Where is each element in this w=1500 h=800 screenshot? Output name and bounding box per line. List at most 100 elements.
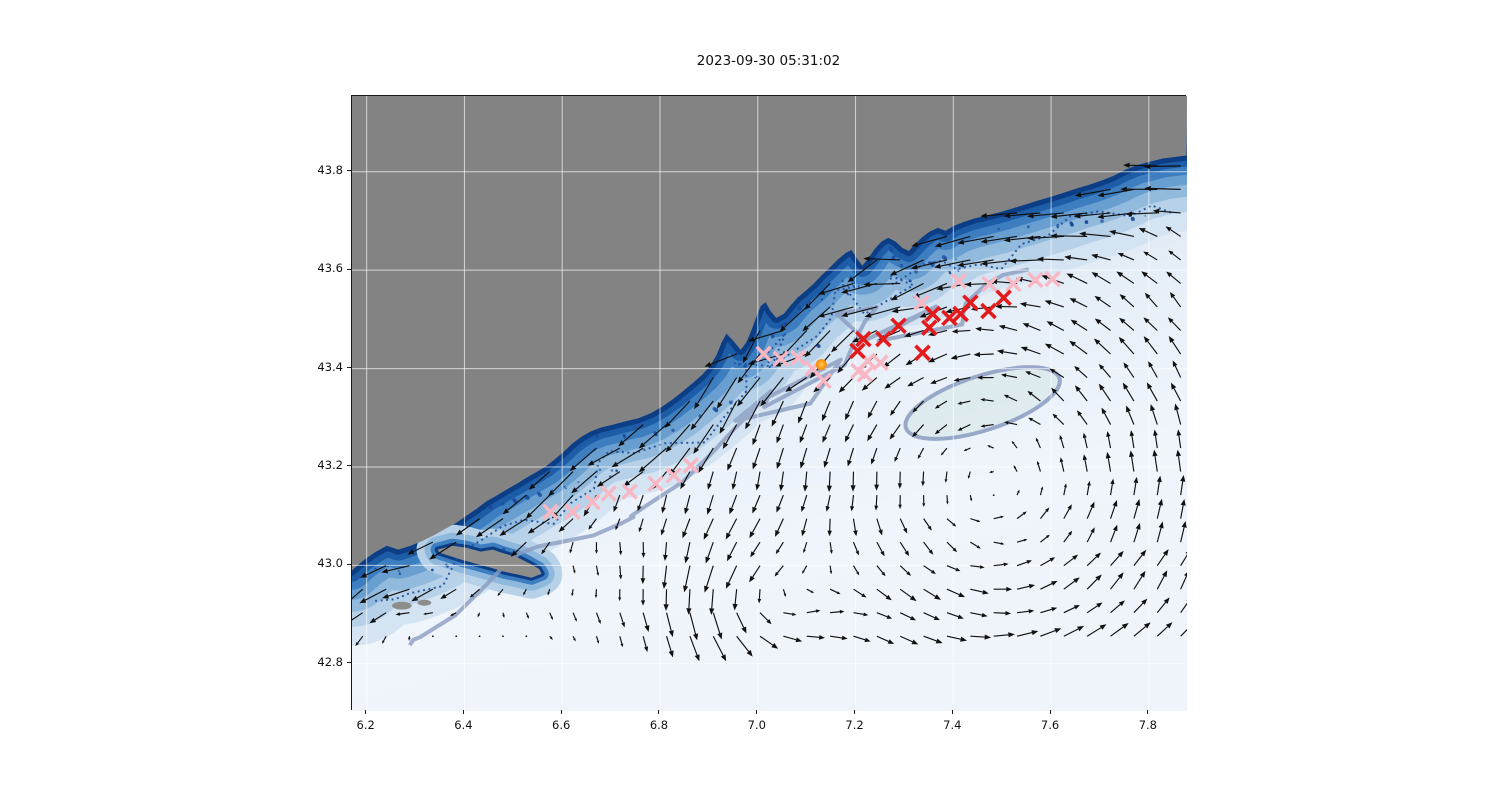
vector-arrowhead [704, 585, 710, 593]
vector-arrowhead [747, 336, 755, 342]
vector-arrow [1144, 230, 1158, 237]
pink-x-markers-point [682, 457, 699, 474]
vector-arrowhead [1105, 451, 1111, 459]
vector-arrowhead [1148, 361, 1154, 368]
vector-arrow [595, 612, 600, 621]
vector-arrowhead [827, 530, 832, 537]
vector-arrowhead [1031, 630, 1039, 636]
vector-arrowhead [749, 575, 755, 583]
vector-arrowhead [684, 507, 690, 515]
vector-arrowhead [799, 436, 805, 443]
vector-arrowhead [996, 349, 1004, 355]
vector-arrow [543, 541, 551, 551]
vector-arrow [915, 424, 925, 434]
vector-arrow [1086, 506, 1093, 519]
vector-arrowhead [917, 454, 922, 460]
vector-arrowhead [861, 384, 869, 391]
vector-arrow [870, 306, 901, 316]
vector-arrow [986, 212, 1018, 217]
vector-arrow [889, 377, 901, 386]
vector-arrowhead [752, 462, 758, 470]
vector-arrow [946, 565, 957, 570]
vector-arrow [1010, 212, 1041, 217]
vector-arrow [562, 518, 574, 529]
vector-arrowhead [1082, 454, 1088, 461]
vector-arrow [1109, 483, 1113, 496]
vector-arrow [711, 589, 714, 609]
vector-arrow [1036, 440, 1041, 449]
vector-arrowhead [881, 571, 886, 577]
vector-arrow [777, 541, 784, 551]
vector-arrow [1040, 583, 1053, 590]
vector-arrowhead [945, 308, 953, 314]
vector-arrowhead [663, 554, 668, 562]
bathymetry-speckle [889, 246, 893, 251]
vector-arrow [1156, 575, 1165, 590]
vector-arrowhead [1023, 538, 1028, 542]
vector-arrowhead [680, 482, 686, 490]
vector-arrow [1123, 297, 1135, 308]
vector-arrow [1110, 577, 1121, 590]
vector-arrowhead [1153, 429, 1158, 436]
vector-arrowhead [1126, 405, 1131, 413]
vector-arrow [1122, 254, 1135, 261]
vector-arrowhead [571, 593, 574, 597]
vector-arrowhead [1051, 607, 1058, 612]
vector-arrowhead [1181, 520, 1187, 528]
vector-arrow [899, 565, 908, 574]
vector-arrowhead [640, 600, 646, 606]
vector-arrow [1086, 485, 1090, 496]
vector-arrow [663, 494, 668, 508]
vector-arrow [1016, 632, 1033, 637]
vector-arrowhead [771, 419, 777, 427]
bathymetry-speckle [488, 505, 493, 509]
vector-arrowhead [878, 529, 883, 536]
vector-arrow [956, 353, 971, 358]
vector-arrow [993, 634, 1009, 637]
vector-arrowhead [984, 634, 992, 640]
vector-arrowhead [904, 332, 912, 338]
bathymetry-speckle [577, 481, 580, 484]
vector-arrowhead [1013, 465, 1017, 469]
vector-arrowhead [1162, 549, 1169, 556]
vector-arrowhead [1135, 522, 1141, 530]
vector-arrow [825, 447, 831, 462]
vector-arrowhead [527, 527, 535, 534]
vector-arrowhead [904, 550, 910, 557]
vector-arrowhead [1175, 449, 1182, 457]
vector-arrow [643, 424, 667, 445]
vector-arrowhead [662, 582, 668, 589]
vector-arrowhead [668, 650, 674, 658]
pink-x-markers-point [772, 350, 789, 367]
vector-arrowhead [455, 529, 463, 536]
vector-arrowhead [864, 312, 872, 318]
vector-arrow [515, 541, 527, 553]
vector-arrow [763, 377, 784, 402]
vector-arrowhead [450, 613, 454, 616]
vector-arrowhead [742, 356, 749, 364]
vector-arrowhead [703, 532, 709, 540]
vector-arrowhead [1129, 450, 1135, 458]
vector-arrowhead [850, 485, 856, 492]
vector-arrowhead [1003, 237, 1011, 243]
vector-arrow [752, 518, 761, 533]
vector-arrowhead [817, 312, 825, 318]
vector-arrowhead [745, 422, 751, 430]
vector-arrow [1054, 391, 1065, 402]
pink-x-markers-point [584, 493, 601, 511]
vector-arrowhead [729, 507, 735, 515]
vector-arrow [847, 306, 878, 316]
vector-arrowhead [1095, 574, 1102, 581]
vector-arrowhead [1138, 227, 1146, 234]
vector-arrowhead [1070, 319, 1078, 326]
vector-arrowhead [1122, 382, 1129, 390]
vector-arrowhead [1168, 250, 1174, 256]
vector-arrow [923, 565, 933, 572]
vector-arrow [1146, 274, 1158, 284]
vector-arrow [549, 612, 553, 618]
vector-arrow [734, 589, 738, 605]
vector-arrow [619, 612, 624, 623]
bathymetry-speckle [615, 469, 619, 473]
vector-arrow [1056, 212, 1088, 217]
vector-arrowhead [726, 554, 733, 562]
